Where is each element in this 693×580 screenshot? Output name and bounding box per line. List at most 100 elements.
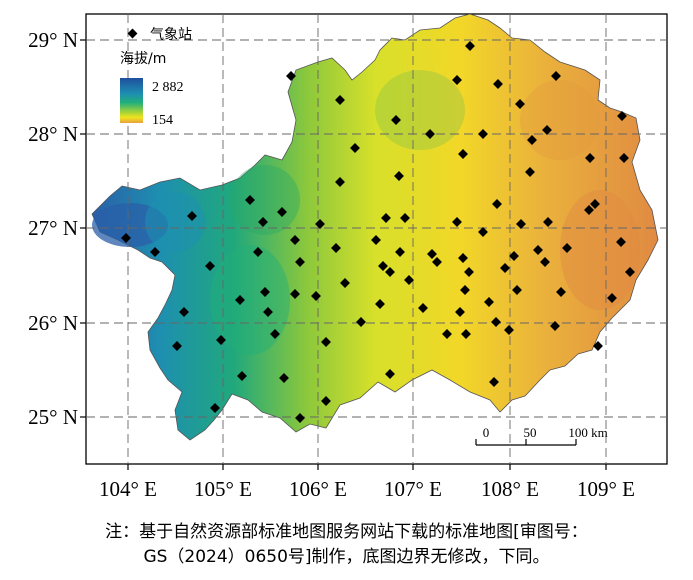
lon-label-108: 108° E bbox=[481, 477, 539, 501]
station-marker bbox=[172, 341, 182, 351]
station-marker bbox=[607, 293, 617, 303]
lat-label-25: 25° N bbox=[28, 405, 78, 429]
station-marker bbox=[321, 396, 331, 406]
station-marker bbox=[311, 291, 321, 301]
station-marker bbox=[179, 307, 189, 317]
station-marker bbox=[509, 251, 519, 261]
station-marker bbox=[335, 177, 345, 187]
station-marker bbox=[277, 207, 287, 217]
station-marker bbox=[385, 267, 395, 277]
station-marker bbox=[556, 287, 566, 297]
station-marker bbox=[491, 317, 501, 327]
station-marker bbox=[295, 413, 305, 423]
station-marker bbox=[427, 249, 437, 259]
station-marker bbox=[478, 129, 488, 139]
station-marker bbox=[418, 303, 428, 313]
weather-stations bbox=[121, 41, 635, 423]
station-marker bbox=[515, 99, 525, 109]
station-marker bbox=[425, 129, 435, 139]
station-marker bbox=[216, 335, 226, 345]
station-marker bbox=[550, 321, 560, 331]
station-marker bbox=[258, 217, 268, 227]
lon-label-109: 109° E bbox=[577, 477, 635, 501]
station-marker bbox=[187, 211, 197, 221]
station-marker bbox=[458, 149, 468, 159]
station-marker bbox=[237, 371, 247, 381]
station-marker bbox=[205, 261, 215, 271]
low-elevation-patch bbox=[520, 80, 600, 160]
scale-label-0: 0 bbox=[483, 425, 490, 440]
station-marker bbox=[290, 235, 300, 245]
station-marker bbox=[432, 257, 442, 267]
station-marker bbox=[625, 267, 635, 277]
station-marker bbox=[331, 243, 341, 253]
station-marker bbox=[263, 307, 273, 317]
station-marker bbox=[478, 227, 488, 237]
station-marker bbox=[371, 235, 381, 245]
station-marker bbox=[461, 329, 471, 339]
station-marker bbox=[395, 247, 405, 257]
station-marker bbox=[616, 237, 626, 247]
legend: 气象站 海拔/m 2 882 154 bbox=[120, 27, 192, 128]
low-elevation-patch bbox=[560, 190, 640, 310]
station-marker bbox=[452, 217, 462, 227]
station-marker bbox=[504, 325, 514, 335]
station-marker bbox=[562, 243, 572, 253]
lat-label-29: 29° N bbox=[28, 28, 78, 52]
station-marker bbox=[381, 213, 391, 223]
lon-label-105: 105° E bbox=[194, 477, 252, 501]
station-marker bbox=[378, 261, 388, 271]
station-marker bbox=[210, 403, 220, 413]
station-marker bbox=[235, 295, 245, 305]
legend-elevation-title: 海拔/m bbox=[120, 51, 166, 67]
station-marker bbox=[617, 111, 627, 121]
station-marker bbox=[290, 289, 300, 299]
station-marker bbox=[121, 233, 131, 243]
station-marker bbox=[260, 287, 270, 297]
legend-elevation-min: 154 bbox=[152, 113, 173, 128]
station-marker bbox=[442, 329, 452, 339]
station-marker bbox=[516, 219, 526, 229]
province-outline bbox=[91, 14, 659, 441]
ticks bbox=[80, 39, 607, 470]
station-marker bbox=[350, 143, 360, 153]
station-marker bbox=[512, 285, 522, 295]
elevation-raster bbox=[91, 14, 659, 441]
station-marker bbox=[245, 195, 255, 205]
scale-bar: 0 50 100 km bbox=[475, 425, 608, 446]
mid-elevation-patch bbox=[230, 165, 300, 235]
graticule bbox=[86, 14, 667, 464]
station-marker bbox=[489, 377, 499, 387]
station-marker bbox=[551, 71, 561, 81]
station-marker bbox=[464, 267, 474, 277]
lat-label-27: 27° N bbox=[28, 216, 78, 240]
station-marker bbox=[492, 199, 502, 209]
station-marker bbox=[321, 337, 331, 347]
station-marker bbox=[455, 307, 465, 317]
station-marker bbox=[279, 373, 289, 383]
station-marker bbox=[543, 217, 553, 227]
lat-label-26: 26° N bbox=[28, 311, 78, 335]
station-marker bbox=[375, 299, 385, 309]
station-marker bbox=[533, 245, 543, 255]
station-marker bbox=[540, 257, 550, 267]
station-marker bbox=[315, 219, 325, 229]
station-marker bbox=[527, 135, 537, 145]
figure-note-line-1: 注：基于自然资源部标准地图服务网站下载的标准地图[审图号： bbox=[105, 522, 588, 542]
lon-label-106: 106° E bbox=[289, 477, 347, 501]
elevation-colorbar bbox=[120, 78, 143, 123]
station-marker bbox=[404, 275, 414, 285]
station-marker bbox=[590, 199, 600, 209]
station-marker bbox=[619, 153, 629, 163]
station-marker bbox=[394, 171, 404, 181]
high-elevation-patch bbox=[145, 192, 205, 252]
scale-label-100: 100 km bbox=[568, 425, 607, 440]
station-marker bbox=[460, 285, 470, 295]
station-marker bbox=[500, 263, 510, 273]
station-marker bbox=[585, 153, 595, 163]
legend-elevation-max: 2 882 bbox=[152, 80, 184, 95]
station-marker bbox=[356, 317, 366, 327]
mid-elevation-patch bbox=[375, 70, 465, 150]
station-marker bbox=[484, 297, 494, 307]
station-marker bbox=[584, 205, 594, 215]
